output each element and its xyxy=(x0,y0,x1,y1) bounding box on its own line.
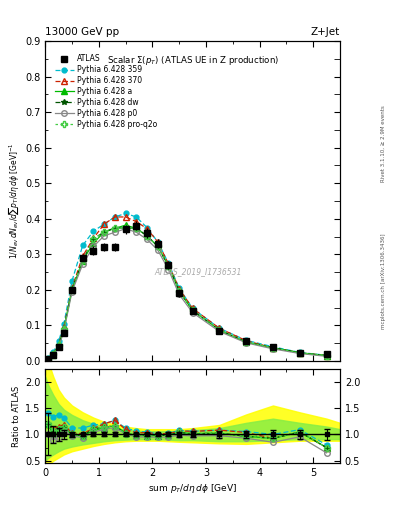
Text: Scalar $\Sigma(p_T)$ (ATLAS UE in Z production): Scalar $\Sigma(p_T)$ (ATLAS UE in Z prod… xyxy=(107,54,279,67)
X-axis label: sum $p_T/d\eta\,d\phi$ [GeV]: sum $p_T/d\eta\,d\phi$ [GeV] xyxy=(148,482,237,496)
Text: Z+Jet: Z+Jet xyxy=(311,27,340,37)
Text: Rivet 3.1.10, ≥ 2.9M events: Rivet 3.1.10, ≥ 2.9M events xyxy=(381,105,386,182)
Y-axis label: $1/N_{ev}\,dN_{ev}/d\!\sum p_T/d\eta\,d\phi\;[\mathrm{GeV}]^{-1}$: $1/N_{ev}\,dN_{ev}/d\!\sum p_T/d\eta\,d\… xyxy=(7,143,21,259)
Text: 13000 GeV pp: 13000 GeV pp xyxy=(45,27,119,37)
Text: mcplots.cern.ch [arXiv:1306.3436]: mcplots.cern.ch [arXiv:1306.3436] xyxy=(381,234,386,329)
Legend: ATLAS, Pythia 6.428 359, Pythia 6.428 370, Pythia 6.428 a, Pythia 6.428 dw, Pyth: ATLAS, Pythia 6.428 359, Pythia 6.428 37… xyxy=(55,54,157,129)
Text: ATLAS_2019_I1736531: ATLAS_2019_I1736531 xyxy=(155,267,242,276)
Y-axis label: Ratio to ATLAS: Ratio to ATLAS xyxy=(12,386,21,446)
